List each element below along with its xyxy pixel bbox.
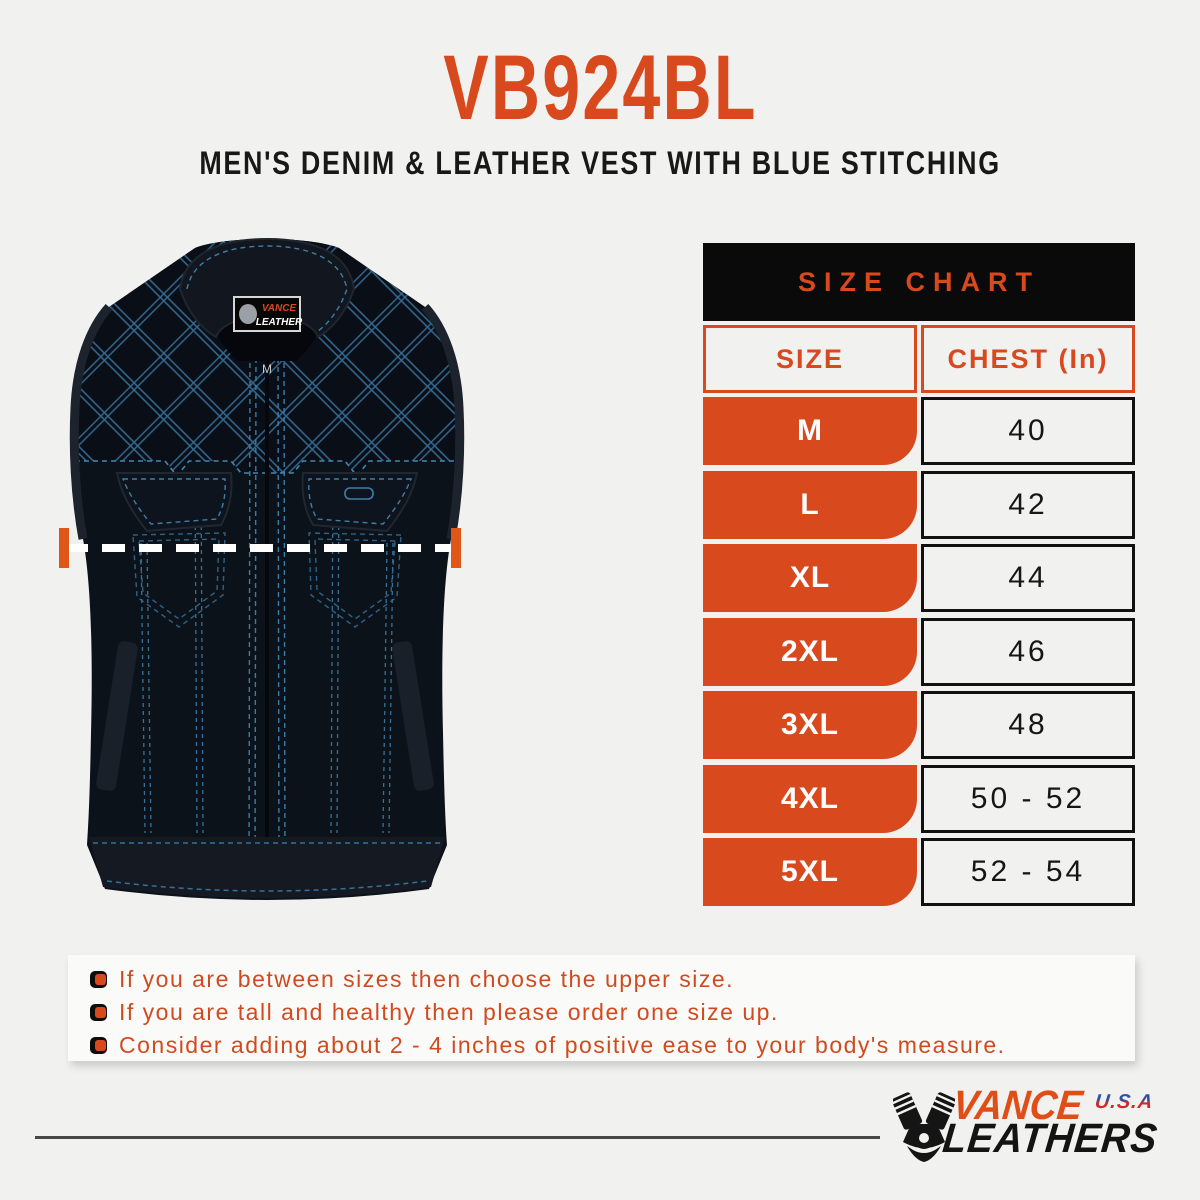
size-cell: 2XL (703, 617, 917, 686)
vest-product-image: VANCE LEATHER M (45, 233, 485, 945)
brand-usa-label: U.S.A (1094, 1091, 1155, 1113)
chest-cell: 46 (921, 617, 1135, 686)
list-item: If you are between sizes then choose the… (90, 964, 1135, 994)
vest-chest-pocket-left (115, 472, 233, 533)
engine-icon (893, 1092, 955, 1162)
product-subtitle: MEN'S DENIM & LEATHER VEST WITH BLUE STI… (199, 145, 1001, 181)
column-header-size: SIZE (703, 325, 917, 393)
size-chart-header: SIZE CHART (703, 243, 1135, 321)
table-row: L 42 (703, 470, 1135, 539)
vest-pocket-outlines (132, 532, 402, 628)
measurement-end-marker-left (59, 528, 69, 568)
size-chart-title: SIZE CHART (798, 266, 1040, 297)
note-text: If you are between sizes then choose the… (119, 965, 734, 992)
note-text: Consider adding about 2 - 4 inches of po… (119, 1031, 1006, 1058)
neck-brand-label: VANCE LEATHER (233, 296, 303, 332)
vest-slit-pockets (96, 641, 434, 791)
size-cell: 5XL (703, 838, 917, 906)
vest-chest-pocket-right (301, 472, 419, 533)
chest-cell: 44 (921, 544, 1135, 612)
brand-logo-text: VANCE U.S.A LEATHERS (941, 1082, 1171, 1170)
chest-cell: 48 (921, 691, 1135, 759)
table-row: 5XL 52 - 54 (703, 838, 1135, 906)
list-item: Consider adding about 2 - 4 inches of po… (90, 1030, 1135, 1060)
chest-cell: 50 - 52 (921, 764, 1135, 833)
product-code-title: VB924BL (442, 37, 758, 139)
size-cell: L (703, 470, 917, 539)
table-row: M 40 (703, 397, 1135, 465)
chest-cell: 52 - 54 (921, 838, 1135, 906)
page-title-wrap: VB924BL (0, 42, 1200, 134)
page-subtitle-wrap: MEN'S DENIM & LEATHER VEST WITH BLUE STI… (0, 145, 1200, 181)
table-row: 4XL 50 - 52 (703, 764, 1135, 833)
sizing-notes-panel: If you are between sizes then choose the… (68, 955, 1135, 1061)
chest-cell: 42 (921, 470, 1135, 539)
column-header-chest: CHEST (In) (921, 325, 1135, 393)
table-row: 3XL 48 (703, 691, 1135, 759)
table-row: 2XL 46 (703, 617, 1135, 686)
chest-cell: 40 (921, 397, 1135, 465)
brand-name-leathers: LEATHERS (940, 1114, 1161, 1161)
note-text: If you are tall and healthy then please … (119, 998, 779, 1025)
size-cell: 4XL (703, 764, 917, 833)
size-chart: SIZE CHART SIZE CHEST (In) M 40 L 42 XL … (703, 243, 1135, 906)
svg-text:VANCE: VANCE (262, 303, 297, 314)
size-cell: M (703, 397, 917, 465)
vest-armhole-right (421, 303, 465, 540)
neck-size-tag: M (262, 362, 272, 376)
size-cell: 3XL (703, 691, 917, 759)
brand-logo: VANCE U.S.A LEATHERS (893, 1082, 1160, 1170)
svg-text:LEATHER: LEATHER (256, 317, 303, 328)
table-row: XL 44 (703, 544, 1135, 612)
note-bullet-icon (90, 1036, 107, 1054)
vest-hem-band (89, 837, 445, 898)
chest-measurement-line (59, 528, 461, 568)
measurement-end-marker-right (451, 528, 461, 568)
vest-armhole-left (69, 303, 113, 540)
footer-divider-line (35, 1136, 880, 1139)
note-bullet-icon (90, 1003, 107, 1021)
size-cell: XL (703, 544, 917, 612)
vest-front-seams (140, 477, 394, 834)
note-bullet-icon (90, 970, 107, 988)
list-item: If you are tall and healthy then please … (90, 997, 1135, 1027)
